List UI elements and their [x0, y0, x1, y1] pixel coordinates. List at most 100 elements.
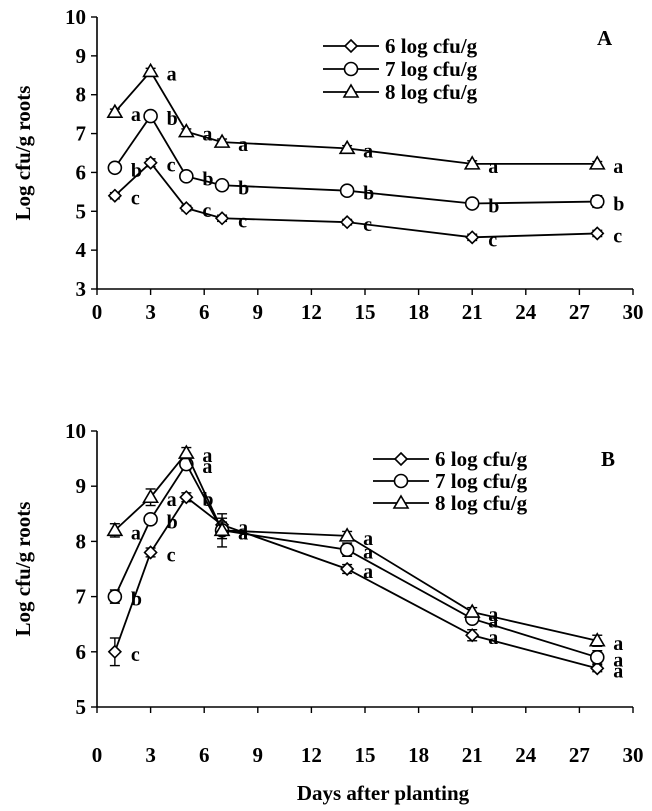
significance-label: a: [202, 124, 212, 146]
x-tick-label: 27: [569, 300, 590, 324]
data-point: [590, 661, 605, 676]
significance-label: b: [167, 511, 178, 533]
x-tick-label: 30: [623, 300, 644, 324]
panel-b: 5 6 7 8 9 10 0 3 6 9 12 15 18 21 24 27 30 Log cfu/g roots…: [11, 419, 644, 805]
significance-label: a: [488, 156, 498, 178]
legend-marker: [343, 61, 359, 77]
data-point: [213, 521, 231, 537]
data-point: [214, 177, 230, 193]
x-tick-label: 30: [623, 743, 644, 767]
data-point: [589, 194, 605, 209]
data-point: [142, 488, 159, 504]
significance-label: c: [202, 200, 211, 222]
legend: 6 log cfu/g7 log cfu/g8 log cfu/g: [323, 34, 478, 104]
y-tick-label: 9: [76, 44, 87, 68]
data-point: [590, 226, 605, 241]
series-diamond: c c c c c c c: [107, 155, 622, 251]
series-circle: b b b b b b b: [107, 108, 624, 218]
y-tick-label: 8: [76, 529, 87, 553]
y-tick-label: 3: [76, 277, 87, 301]
significance-label: a: [363, 561, 373, 583]
data-point: [213, 133, 231, 148]
significance-label: c: [167, 155, 176, 177]
data-point: [339, 183, 355, 198]
legend-label: 7 log cfu/g: [435, 469, 528, 493]
significance-label: b: [131, 589, 142, 611]
data-point: [106, 521, 124, 537]
significance-label: c: [131, 188, 140, 210]
y-tick-label: 6: [76, 640, 87, 664]
significance-label: b: [202, 168, 213, 190]
x-tick-label: 9: [253, 300, 264, 324]
y-tick-label: 7: [76, 585, 87, 609]
panel-letter: B: [601, 447, 615, 471]
significance-label: a: [238, 134, 248, 156]
legend-marker: [393, 473, 409, 489]
y-tick-label: 10: [65, 5, 86, 29]
legend-marker: [393, 451, 409, 467]
significance-label: a: [363, 140, 373, 162]
legend-marker: [343, 38, 359, 54]
x-tick-label: 9: [253, 743, 264, 767]
legend-label: 7 log cfu/g: [385, 57, 478, 81]
data-point: [179, 201, 194, 216]
significance-label: a: [202, 456, 212, 478]
significance-label: c: [167, 544, 176, 566]
data-point: [106, 103, 124, 118]
x-tick-label: 21: [462, 743, 483, 767]
data-point: [143, 545, 158, 560]
data-point: [177, 444, 195, 459]
significance-label: b: [613, 194, 624, 216]
significance-label: c: [363, 214, 372, 236]
x-tick-label: 15: [355, 300, 376, 324]
y-tick-label: 6: [76, 160, 87, 184]
data-point: [340, 215, 355, 230]
data-point: [463, 155, 481, 170]
data-point: [465, 230, 480, 245]
significance-label: a: [167, 489, 177, 511]
significance-label: b: [238, 177, 249, 199]
data-point: [463, 603, 481, 618]
significance-label: c: [238, 210, 247, 232]
data-point: [465, 628, 480, 643]
significance-label: b: [363, 183, 374, 205]
legend-label: 6 log cfu/g: [435, 447, 528, 471]
significance-label: a: [613, 660, 623, 682]
data-point: [179, 169, 194, 184]
data-point: [338, 527, 356, 542]
data-point: [143, 512, 158, 527]
x-tick-label: 27: [569, 743, 590, 767]
x-tick-label: 12: [301, 743, 322, 767]
legend-item: 8 log cfu/g: [373, 491, 528, 515]
y-axis-title: Log cfu/g roots: [11, 86, 35, 221]
significance-label: c: [131, 644, 140, 666]
data-point: [107, 160, 123, 176]
significance-label: a: [238, 517, 248, 539]
significance-label: c: [613, 225, 622, 247]
legend-label: 8 log cfu/g: [435, 491, 528, 515]
significance-label: a: [613, 649, 623, 671]
legend-item: 7 log cfu/g: [373, 469, 528, 493]
data-point: [339, 542, 355, 557]
significance-label: a: [613, 633, 623, 655]
data-point: [143, 155, 158, 170]
significance-label: a: [363, 528, 373, 550]
y-tick-label: 9: [76, 474, 87, 498]
data-point: [107, 589, 123, 604]
significance-label: a: [488, 604, 498, 626]
significance-label: a: [202, 445, 212, 467]
data-point: [340, 561, 355, 577]
legend-label: 8 log cfu/g: [385, 80, 478, 104]
x-tick-label: 6: [199, 300, 210, 324]
legend-marker: [392, 494, 410, 509]
y-tick-label: 10: [65, 419, 86, 443]
x-tick-label: 21: [462, 300, 483, 324]
x-tick-label: 0: [92, 300, 103, 324]
significance-label: a: [131, 522, 141, 544]
data-point: [107, 188, 122, 203]
legend: 6 log cfu/g7 log cfu/g8 log cfu/g: [373, 447, 528, 515]
data-point: [143, 108, 158, 124]
